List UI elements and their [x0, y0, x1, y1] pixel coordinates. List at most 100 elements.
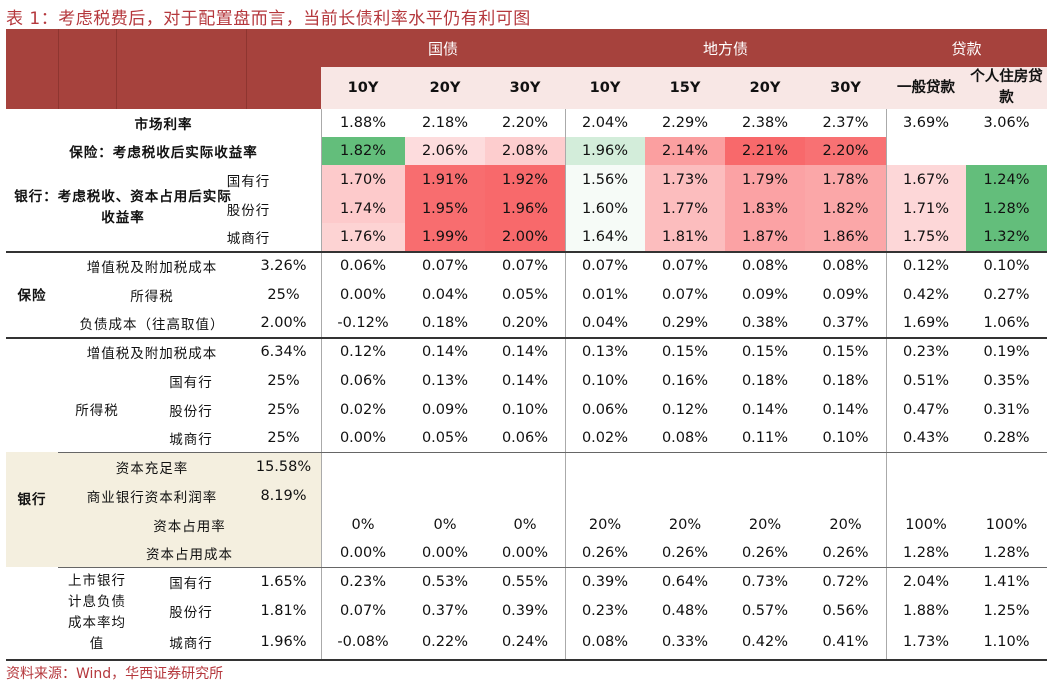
- cost-cell: 0.51%: [902, 372, 950, 389]
- rate-cell: 1.65%: [260, 573, 307, 590]
- cost-cell: 0.16%: [661, 372, 709, 389]
- bank-type-label: 国有行: [226, 173, 271, 190]
- capital-cost-cell: 0.26%: [581, 545, 629, 561]
- cost-cell: 0.28%: [983, 430, 1030, 446]
- capital-use-cell: 0%: [513, 516, 537, 533]
- cost-cell: 0.01%: [581, 286, 629, 303]
- section-label-insurance: 保险: [17, 288, 47, 304]
- market-rate-cell: 3.69%: [902, 115, 950, 131]
- rate-cell: 1.81%: [260, 602, 307, 619]
- cost-cell: 0.37%: [421, 602, 469, 619]
- cost-cell: 0.37%: [822, 315, 869, 331]
- bank-yield-cell: 1.92%: [485, 165, 565, 194]
- cost-cell: 0.39%: [501, 602, 549, 619]
- cost-cell: 0.57%: [741, 602, 789, 619]
- bank-yield-cell: 1.75%: [886, 223, 966, 251]
- highlight-band: [6, 452, 321, 567]
- cost-cell: 0.07%: [661, 257, 709, 274]
- bank-yield-cell: 1.74%: [321, 194, 405, 223]
- cost-cell: 0.14%: [822, 401, 869, 418]
- row-divider: [6, 659, 1047, 661]
- cost-cell: 0.73%: [741, 573, 789, 590]
- row-divider: [6, 337, 1047, 339]
- bank-yield-cell: 1.71%: [886, 194, 966, 223]
- cost-cell: 0.14%: [501, 343, 549, 360]
- cost-cell: 0.07%: [501, 257, 549, 274]
- cost-cell: 0.10%: [822, 430, 869, 446]
- cost-cell: 0.02%: [339, 401, 387, 418]
- capital-use-cell: 100%: [985, 516, 1028, 533]
- cost-cell: 0.05%: [501, 286, 549, 303]
- ins-yield-cell: 2.08%: [485, 137, 565, 165]
- bank-yield-cell: 1.67%: [886, 165, 966, 194]
- cost-cell: 0.06%: [339, 257, 387, 274]
- income-tax-label: 所得税: [75, 403, 119, 419]
- cost-cell: -0.12%: [337, 315, 389, 331]
- cost-cell: 0.35%: [983, 372, 1030, 389]
- cost-cell: 0.18%: [822, 372, 869, 389]
- bank-type-label: 国有行: [169, 575, 213, 592]
- column-header: 10Y: [565, 67, 645, 109]
- cost-cell: 0.31%: [983, 401, 1030, 418]
- cost-cell: 0.07%: [581, 257, 629, 274]
- cost-cell: 0.42%: [741, 634, 789, 650]
- row-divider: [58, 452, 1047, 453]
- cost-cell: 0.56%: [822, 602, 869, 619]
- cost-cell: 0.14%: [421, 343, 469, 360]
- cost-cell: 0.13%: [421, 372, 469, 389]
- funding-label: 上市银行计息负债成本率均值: [68, 573, 126, 652]
- market-rate-cell: 2.37%: [822, 115, 869, 131]
- market-rate-cell: 2.04%: [581, 115, 629, 131]
- cost-cell: 2.04%: [902, 573, 950, 590]
- cost-cell: 0.04%: [421, 286, 469, 303]
- column-header: 10Y: [321, 67, 405, 109]
- column-divider: [886, 109, 887, 659]
- cost-cell: 0.15%: [822, 343, 869, 360]
- capital-cost-cell: 0.26%: [822, 545, 869, 561]
- bank-yield-cell: 1.79%: [725, 165, 805, 194]
- capital-cost-cell: 1.28%: [902, 545, 950, 561]
- rate-cell: 6.34%: [260, 343, 307, 360]
- cost-cell: 0.09%: [421, 401, 469, 418]
- row-label-market: 市场利率: [134, 117, 193, 133]
- cost-cell: 0.64%: [661, 573, 709, 590]
- capital-cost-cell: 0.00%: [421, 545, 469, 561]
- cost-cell: 0.15%: [741, 343, 789, 360]
- capital-use-cell: 20%: [829, 516, 862, 533]
- group-loan: 贷款: [886, 29, 1047, 67]
- cost-cell: 0.39%: [581, 573, 629, 590]
- bank-type-label: 城商行: [226, 231, 271, 247]
- market-rate-cell: 2.38%: [741, 115, 789, 131]
- rate-cell: 1.96%: [260, 634, 307, 650]
- car-label: 资本充足率: [115, 460, 189, 477]
- bank-yield-cell: 1.99%: [405, 223, 485, 251]
- rate-cell: 2.00%: [260, 315, 307, 331]
- capital-use-cell: 0%: [351, 516, 375, 533]
- bank-yield-cell: 1.56%: [565, 165, 645, 194]
- section-label-bank: 银行: [17, 492, 47, 508]
- header-divider: [116, 29, 117, 109]
- capital-cost-label: 资本占用成本: [146, 547, 233, 563]
- cost-cell: 0.12%: [339, 343, 387, 360]
- cost-cell: 1.25%: [983, 602, 1030, 619]
- rate-cell: 3.26%: [260, 257, 307, 274]
- column-header: 20Y: [725, 67, 805, 109]
- capital-cost-cell: 0.00%: [501, 545, 549, 561]
- column-header: 20Y: [405, 67, 485, 109]
- cost-cell: 0.07%: [421, 257, 469, 274]
- market-rate-cell: 1.88%: [339, 115, 387, 131]
- cost-cell: 0.10%: [581, 372, 629, 389]
- header-blank: [6, 29, 321, 109]
- cost-cell: 1.69%: [902, 315, 950, 331]
- bank-type-label: 股份行: [169, 604, 213, 621]
- rate-cell: 25%: [267, 286, 300, 303]
- table-title: 表 1：考虑税费后，对于配置盘而言，当前长债利率水平仍有利可图: [6, 9, 531, 29]
- cost-cell: 0.09%: [822, 286, 869, 303]
- cost-cell: 0.33%: [661, 634, 709, 650]
- cost-cell: 0.29%: [661, 315, 709, 331]
- bank-yield-cell: 1.28%: [966, 194, 1047, 223]
- capital-use-label: 资本占用率: [153, 518, 226, 535]
- cost-cell: 0.72%: [822, 573, 869, 590]
- cost-cell: 0.20%: [501, 315, 549, 331]
- bank-yield-cell: 1.73%: [645, 165, 725, 194]
